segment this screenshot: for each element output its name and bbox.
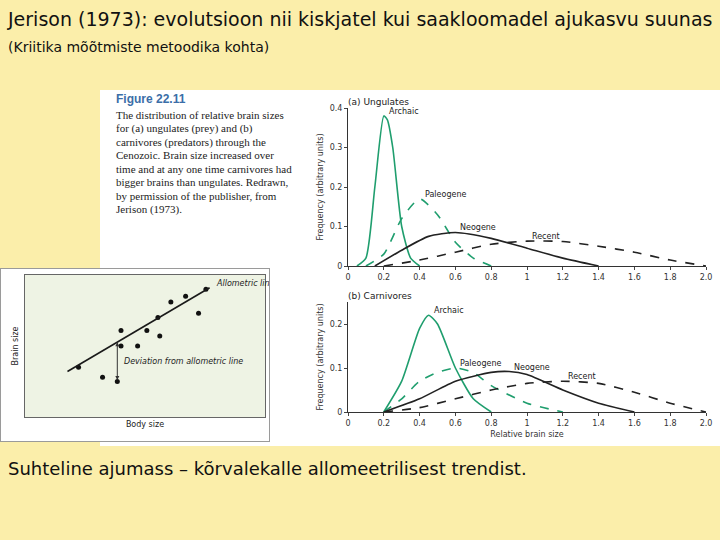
svg-text:Body size: Body size xyxy=(126,420,164,429)
svg-text:Recent: Recent xyxy=(532,232,560,241)
svg-text:Recent: Recent xyxy=(568,372,596,381)
svg-text:Paleogene: Paleogene xyxy=(425,190,466,199)
svg-text:1: 1 xyxy=(524,419,529,428)
svg-text:1.6: 1.6 xyxy=(628,273,641,282)
html-text:Jerison (1973): evolutsioon ni: Jerison (1973): evolutsioon nii kiskjate… xyxy=(8,8,713,30)
svg-text:Archaic: Archaic xyxy=(434,306,464,315)
svg-text:1.2: 1.2 xyxy=(556,419,569,428)
svg-text:Neogene: Neogene xyxy=(514,363,550,372)
svg-text:0: 0 xyxy=(345,419,350,428)
svg-text:1: 1 xyxy=(524,273,529,282)
svg-text:0.6: 0.6 xyxy=(449,273,462,282)
svg-text:0.3: 0.3 xyxy=(330,143,343,152)
svg-text:Deviation from allometric line: Deviation from allometric line xyxy=(124,357,243,366)
svg-text:2.0: 2.0 xyxy=(700,419,713,428)
svg-text:1.8: 1.8 xyxy=(664,419,677,428)
svg-text:0: 0 xyxy=(337,262,342,271)
svg-text:0.4: 0.4 xyxy=(413,419,426,428)
svg-text:1.8: 1.8 xyxy=(664,273,677,282)
svg-text:1.4: 1.4 xyxy=(592,419,605,428)
svg-text:Archaic: Archaic xyxy=(389,107,419,116)
svg-text:0.8: 0.8 xyxy=(485,273,498,282)
svg-text:1.2: 1.2 xyxy=(556,273,569,282)
svg-text:(b) Carnivores: (b) Carnivores xyxy=(348,291,412,301)
svg-text:0.4: 0.4 xyxy=(330,104,343,113)
svg-text:0.2: 0.2 xyxy=(377,419,390,428)
svg-text:Frequency (arbitrary units): Frequency (arbitrary units) xyxy=(316,303,325,410)
svg-text:(a) Ungulates: (a) Ungulates xyxy=(348,97,409,107)
svg-text:0.4: 0.4 xyxy=(413,273,426,282)
html-text:(Kriitika mõõtmiste metoodika: (Kriitika mõõtmiste metoodika kohta) xyxy=(8,39,270,55)
svg-text:0.1: 0.1 xyxy=(330,364,343,373)
svg-text:Paleogene: Paleogene xyxy=(460,359,501,368)
svg-text:0.2: 0.2 xyxy=(330,320,343,329)
svg-text:0.8: 0.8 xyxy=(485,419,498,428)
html-text:Figure 22.11: Figure 22.11 xyxy=(116,92,186,106)
svg-text:1.4: 1.4 xyxy=(592,273,605,282)
svg-text:1.6: 1.6 xyxy=(628,419,641,428)
html-text:Suhteline ajumass – kõrvalekal: Suhteline ajumass – kõrvalekalle allomee… xyxy=(8,458,527,479)
svg-text:0: 0 xyxy=(345,273,350,282)
svg-text:0.1: 0.1 xyxy=(330,222,343,231)
svg-text:2.0: 2.0 xyxy=(700,273,713,282)
html-text:The distribution of relative b: The distribution of relative brain sizes… xyxy=(116,108,292,215)
svg-text:Brain size: Brain size xyxy=(11,326,20,365)
svg-text:0.2: 0.2 xyxy=(330,183,343,192)
svg-text:0: 0 xyxy=(337,408,342,417)
svg-text:0.6: 0.6 xyxy=(449,419,462,428)
svg-text:0.2: 0.2 xyxy=(377,273,390,282)
svg-text:Frequency (arbitrary units): Frequency (arbitrary units) xyxy=(316,133,325,240)
svg-text:Relative brain size: Relative brain size xyxy=(490,430,564,439)
svg-text:Allometric line: Allometric line xyxy=(216,279,269,288)
svg-text:Neogene: Neogene xyxy=(460,223,496,232)
